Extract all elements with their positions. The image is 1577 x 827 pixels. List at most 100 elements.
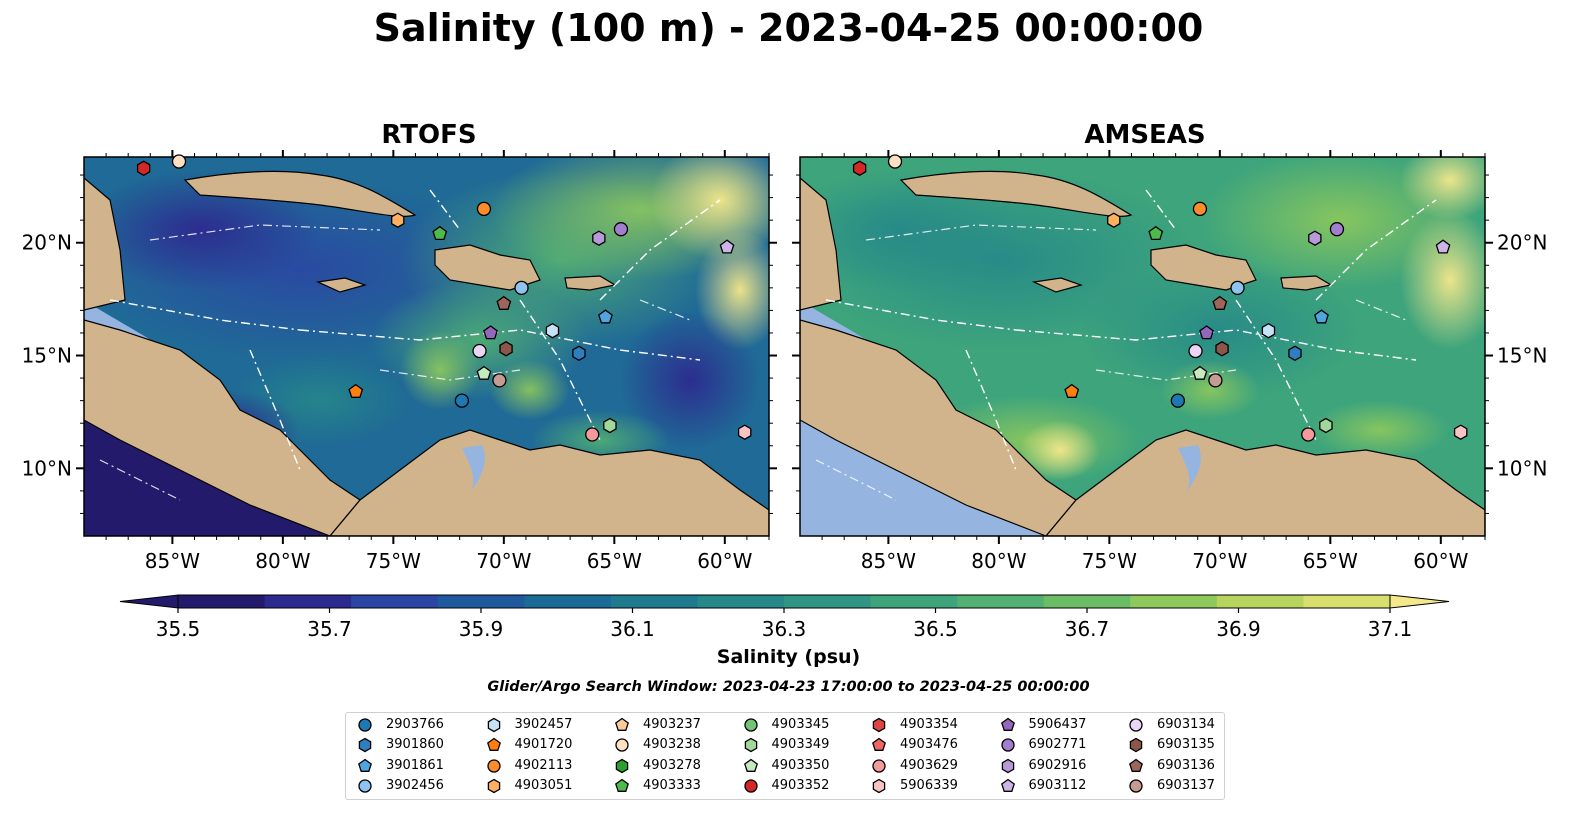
colorbar-segment xyxy=(957,595,1045,608)
lat-tick-label-right: 15°N xyxy=(1497,344,1547,368)
legend-label: 4903350 xyxy=(771,757,830,773)
float-marker xyxy=(1453,424,1468,440)
colorbar-tick-label: 37.1 xyxy=(1368,617,1413,641)
legend-marker-icon xyxy=(743,718,758,732)
legend-label: 4903349 xyxy=(771,737,830,753)
float-marker xyxy=(1212,295,1228,310)
legend-marker-icon xyxy=(872,778,886,794)
float-marker xyxy=(476,201,492,217)
float-marker xyxy=(1308,230,1322,246)
float-marker xyxy=(499,341,513,357)
lon-tick-label: 80°W xyxy=(255,549,310,573)
float-marker xyxy=(483,325,498,340)
colorbar-segment xyxy=(178,595,266,608)
legend-marker xyxy=(1129,758,1143,772)
float-marker xyxy=(1208,373,1223,388)
colorbar-segment xyxy=(351,595,439,608)
legend-marker xyxy=(1001,758,1014,773)
float-marker xyxy=(1192,201,1208,217)
lon-tick-label: 80°W xyxy=(971,549,1026,573)
lon-tick-label: 65°W xyxy=(1303,549,1358,573)
legend-marker-icon xyxy=(1129,779,1143,793)
legend-marker-icon xyxy=(872,737,886,752)
legend-label: 5906339 xyxy=(900,777,958,793)
float-marker xyxy=(492,373,507,388)
float-marker xyxy=(1192,365,1208,380)
legend-marker-icon xyxy=(872,758,886,773)
legend-marker-icon xyxy=(1001,758,1014,773)
float-marker xyxy=(1329,222,1345,237)
float-marker xyxy=(171,154,187,169)
legend-marker xyxy=(1000,717,1015,731)
latitude-ticks: 20°N 20°N 15°N 15°N 10°N 10°N xyxy=(22,174,1547,514)
legend-marker xyxy=(358,718,372,732)
lat-tick-label-left: 15°N xyxy=(22,344,72,368)
legend-marker-icon xyxy=(1129,758,1143,772)
legend-marker-icon xyxy=(358,718,372,732)
legend-label: 4903354 xyxy=(900,717,958,732)
float-marker xyxy=(136,160,151,177)
legend-marker xyxy=(872,778,886,794)
colorbar-segment xyxy=(437,595,525,608)
colorbar-segment xyxy=(784,595,872,608)
float-marker xyxy=(496,295,512,310)
legend-marker-icon xyxy=(615,778,629,792)
lon-tick-label: 60°W xyxy=(697,549,752,573)
legend-marker xyxy=(872,737,886,752)
float-marker xyxy=(454,393,470,408)
colorbar xyxy=(119,594,1450,609)
float-marker xyxy=(1301,427,1316,442)
colorbar-extend-high xyxy=(1389,594,1450,609)
legend-marker xyxy=(743,779,758,793)
panel-title-amseas: AMSEAS xyxy=(1084,120,1206,150)
float-markers-amseas xyxy=(852,154,1468,442)
colorbar-segment xyxy=(697,595,785,608)
lon-tick-label: 75°W xyxy=(366,549,421,573)
lon-tick-label: 75°W xyxy=(1082,549,1137,573)
float-marker xyxy=(1148,225,1164,241)
float-marker xyxy=(598,309,613,324)
float-marker xyxy=(1319,417,1333,434)
legend-marker-icon xyxy=(872,717,886,733)
lat-tick-label-left: 20°N xyxy=(22,231,72,255)
float-marker xyxy=(1435,239,1451,254)
legend-marker xyxy=(744,738,757,753)
legend-marker-icon xyxy=(487,778,500,794)
float-marker xyxy=(1199,325,1214,340)
legend-label: 2903766 xyxy=(386,717,444,732)
legend-marker-icon xyxy=(744,738,757,753)
legend-label: 4903051 xyxy=(514,777,573,793)
legend-marker-icon xyxy=(358,779,372,793)
colorbar-tick-label: 36.7 xyxy=(1065,617,1110,641)
legend-label: 4901720 xyxy=(514,737,573,753)
legend-marker xyxy=(1129,779,1143,793)
float-marker xyxy=(737,424,752,440)
legend-marker-icon xyxy=(486,758,501,773)
colorbar-tick-label: 35.7 xyxy=(307,617,352,641)
float-marker xyxy=(432,225,448,241)
legend-marker xyxy=(615,778,629,792)
float-marker xyxy=(476,365,492,380)
legend-marker-icon xyxy=(1129,718,1143,732)
colorbar-segment xyxy=(1130,595,1218,608)
legend-marker-icon xyxy=(1000,717,1015,731)
amseas-map xyxy=(800,157,1485,536)
lat-tick-label-right: 20°N xyxy=(1497,231,1547,255)
float-marker xyxy=(592,230,606,246)
float-marker xyxy=(1188,343,1203,359)
legend-label: 6903136 xyxy=(1157,757,1215,773)
legend-marker xyxy=(486,758,501,773)
colorbar-ticks: 35.5 35.7 35.9 36.1 36.3 36.5 36.7 36.9 37.1 xyxy=(156,608,1413,641)
legend-label: 3902456 xyxy=(386,777,444,793)
legend-marker-icon xyxy=(1000,778,1015,792)
float-marker xyxy=(1288,345,1302,362)
legend-marker-icon xyxy=(615,738,629,752)
lon-tick-label: 65°W xyxy=(587,549,642,573)
legend-marker xyxy=(1129,738,1143,753)
legend-marker xyxy=(872,717,886,733)
legend-marker-icon xyxy=(358,738,372,753)
legend-label: 4903278 xyxy=(643,757,701,773)
colorbar-extend-low xyxy=(119,594,179,609)
legend-label: 6902916 xyxy=(1028,757,1087,773)
longitude-ticks: 85°W 80°W 75°W 70°W 65°W 60°W 85°W 80°W 75°W 70°W… xyxy=(105,150,1486,573)
